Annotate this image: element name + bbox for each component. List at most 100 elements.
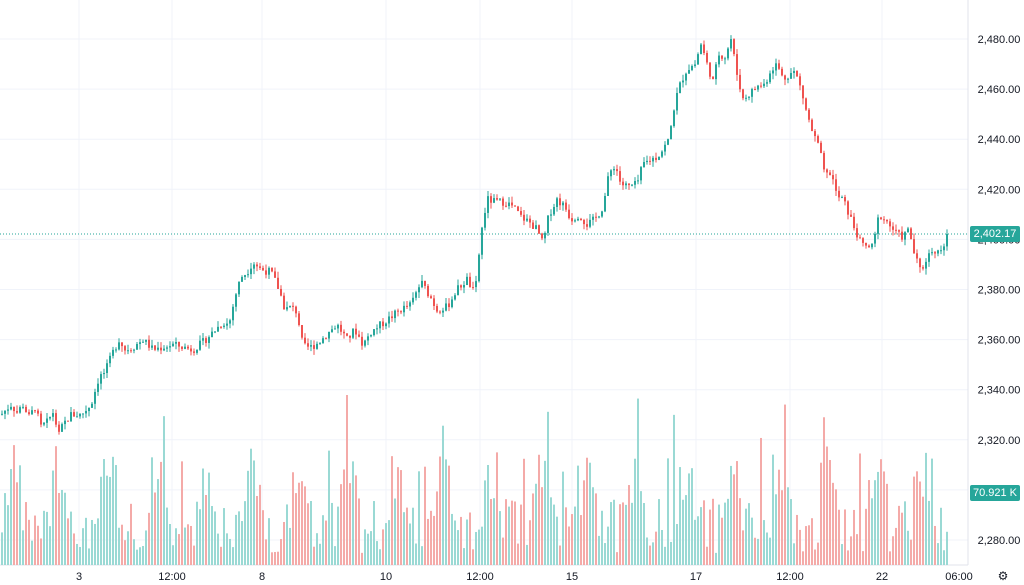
candle	[664, 141, 666, 156]
volume-bar	[730, 465, 732, 565]
candle	[439, 310, 441, 315]
volume-bar	[232, 547, 234, 565]
volume-bar	[781, 490, 783, 565]
candle	[355, 323, 357, 340]
candle	[31, 406, 33, 415]
volume-bar	[910, 539, 912, 565]
volume-bar	[649, 545, 651, 565]
volume-bar	[604, 543, 606, 565]
volume-bar	[271, 552, 273, 565]
y-axis: 2,280.002,300.002,320.002,340.002,360.00…	[978, 34, 1021, 547]
candle	[451, 296, 453, 309]
volume-bar	[763, 520, 765, 565]
candle	[799, 73, 801, 91]
x-tick-label: 22	[876, 571, 888, 583]
x-tick-label: 06:00	[945, 571, 973, 583]
volume-bar	[298, 482, 300, 565]
candle	[13, 406, 15, 417]
candle	[199, 335, 201, 351]
volume-bar	[70, 511, 72, 565]
volume-bar	[424, 466, 426, 565]
volume-bar	[484, 480, 486, 565]
volume-bar	[460, 516, 462, 565]
volume-bar	[301, 481, 303, 565]
x-tick-label: 12:00	[158, 571, 186, 583]
volume-bar	[736, 461, 738, 565]
volume-bar	[856, 534, 858, 565]
candle	[763, 79, 765, 89]
volume-bar	[679, 467, 681, 565]
volume-bar	[373, 501, 375, 565]
candle	[514, 205, 516, 207]
candle	[727, 47, 729, 61]
candle	[589, 214, 591, 229]
candle	[895, 224, 897, 235]
candle	[64, 416, 66, 430]
volume-bar	[178, 534, 180, 565]
candle	[322, 336, 324, 344]
candle	[544, 231, 546, 244]
candle	[526, 214, 528, 222]
candle	[286, 301, 288, 312]
volume-bar	[187, 524, 189, 565]
volume-bar	[223, 508, 225, 565]
candle	[127, 344, 129, 355]
volume-bar	[553, 504, 555, 565]
candle	[139, 338, 141, 350]
candle	[130, 348, 132, 353]
candle	[508, 197, 510, 210]
volume-bar	[394, 498, 396, 565]
volume-bar	[802, 551, 804, 565]
volume-bar	[91, 519, 93, 565]
volume-badge: 70.921 K	[970, 485, 1020, 501]
volume-bar	[442, 425, 444, 565]
candle	[379, 321, 381, 334]
candle	[616, 164, 618, 176]
volume-bar	[427, 518, 429, 565]
volume-bar	[823, 417, 825, 565]
candle	[151, 339, 153, 351]
volume-bar	[295, 493, 297, 565]
gear-icon[interactable]: ⚙	[997, 569, 1009, 583]
candle	[817, 134, 819, 144]
candle	[604, 192, 606, 213]
volume-bar	[280, 539, 282, 565]
volume-bar	[850, 536, 852, 565]
volume-bar	[265, 539, 267, 565]
candle	[373, 329, 375, 337]
volume-bar	[364, 529, 366, 565]
volume-bar	[661, 529, 663, 565]
volume-bar	[94, 523, 96, 565]
candle	[184, 343, 186, 350]
volume-bar	[451, 513, 453, 565]
volume-bar	[796, 514, 798, 565]
candle	[892, 222, 894, 236]
volume-bar	[580, 515, 582, 565]
candle	[850, 209, 852, 218]
volume-bar	[490, 499, 492, 565]
volume-bar	[457, 530, 459, 565]
candle	[19, 405, 21, 414]
volume-bar	[853, 509, 855, 565]
candle	[145, 339, 147, 346]
volume-bar	[739, 498, 741, 565]
candle	[103, 368, 105, 379]
volume-bar	[337, 506, 339, 565]
volume-bar	[562, 471, 564, 565]
volume-bar	[919, 481, 921, 565]
volume-bar	[904, 501, 906, 565]
candle	[793, 67, 795, 79]
volume-bar	[370, 531, 372, 565]
volume-bar	[565, 507, 567, 565]
candle	[76, 411, 78, 418]
volume-bar	[175, 528, 177, 565]
candle	[358, 330, 360, 338]
candle	[877, 214, 879, 240]
candle	[805, 97, 807, 111]
candle	[49, 416, 51, 421]
volume-bar	[415, 543, 417, 565]
volume-bar	[319, 543, 321, 565]
volume-bar	[655, 531, 657, 565]
volume-bar	[760, 437, 762, 565]
